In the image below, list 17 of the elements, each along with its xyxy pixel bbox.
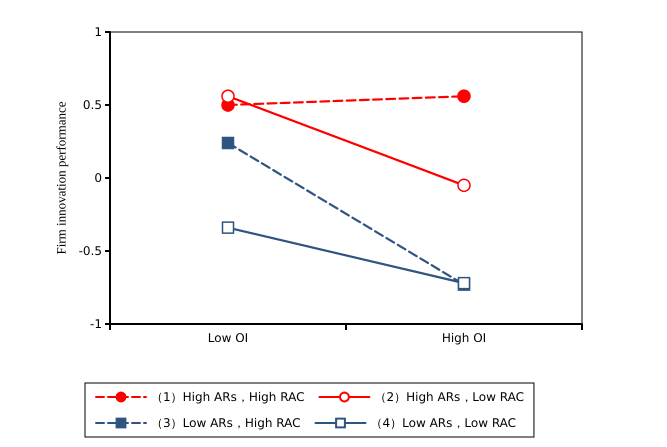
x-tick-label: High OI (442, 331, 486, 345)
y-tick-label: -1 (90, 317, 102, 331)
y-tick-label: 0.5 (82, 98, 102, 112)
y-tick-label: 0 (94, 171, 102, 185)
legend-label: （3）Low ARs，High RAC (151, 416, 301, 430)
point (457, 89, 471, 103)
legend-label: （1）High ARs，High RAC (151, 390, 304, 404)
point (222, 221, 234, 234)
x-tick-label: Low OI (208, 331, 248, 345)
y-tick-label: -0.5 (78, 244, 102, 258)
legend-label: （2）High ARs，Low RAC (374, 390, 524, 404)
point (457, 178, 471, 192)
legend-label: （4）Low ARs，Low RAC (370, 416, 516, 430)
y-tick-label: 1 (94, 25, 102, 39)
y-axis-title: Firm innovation performance (54, 101, 69, 255)
point (221, 89, 235, 103)
point (222, 136, 234, 150)
